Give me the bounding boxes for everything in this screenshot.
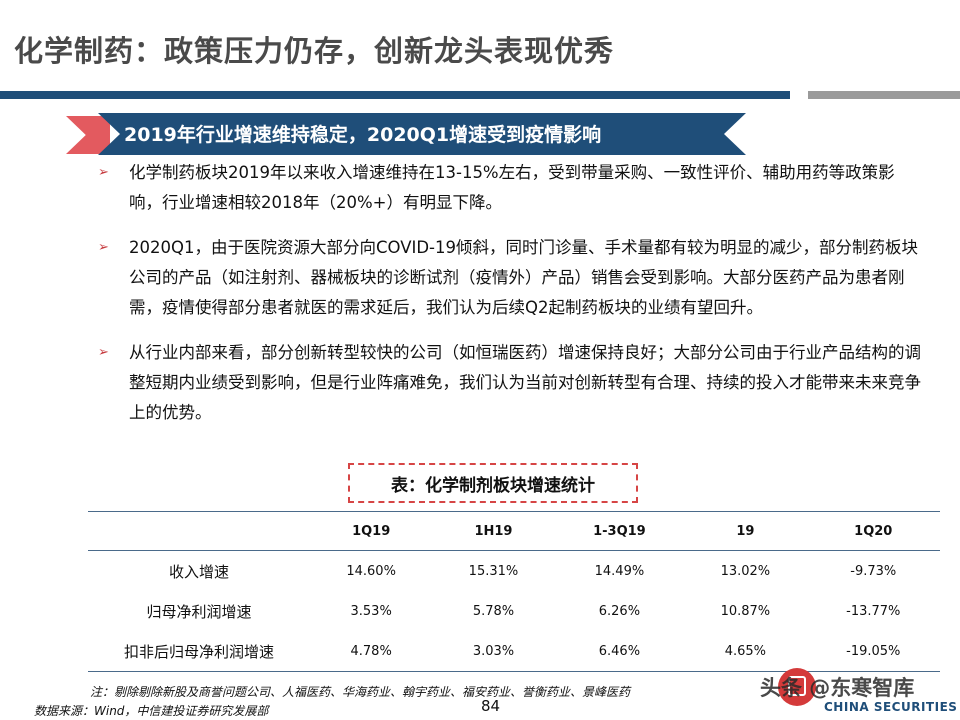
table-cell: 14.60% <box>346 563 396 579</box>
table-footnote: 注：剔除剔除新股及商誉问题公司、人福医药、华海药业、翰宇药业、福安药业、誉衡药业… <box>90 685 631 699</box>
table-caption: 表：化学制剂板块增速统计 <box>391 475 595 496</box>
table-cell: 3.53% <box>350 603 392 619</box>
growth-stats-table: 1Q19 1H19 1-3Q19 19 1Q20 收入增速 14.60% 15.… <box>88 511 940 672</box>
bullet-list: ➢ 化学制药板块2019年以来收入增速维持在13-15%左右，受到带量采购、一致… <box>96 158 926 443</box>
table-cell: 10.87% <box>720 603 771 619</box>
watermark-logo-mark-icon <box>788 676 806 696</box>
arrow-bullet-icon: ➢ <box>98 165 109 180</box>
bullet-text: 2020Q1，由于医院资源大部分向COVID-19倾斜，同时门诊量、手术量都有较… <box>129 238 919 317</box>
table-header-cell: 1-3Q19 <box>554 511 685 551</box>
bullet-item: ➢ 从行业内部来看，部分创新转型较快的公司（如恒瑞医药）增速保持良好；大部分公司… <box>96 338 926 428</box>
slide-title: 化学制药：政策压力仍存，创新龙头表现优秀 <box>14 34 615 68</box>
table-header-row: 1Q19 1H19 1-3Q19 19 1Q20 <box>88 511 940 551</box>
row-label: 收入增速 <box>168 562 229 581</box>
table-header-cell: 1Q20 <box>806 511 940 551</box>
table-cell: 3.03% <box>432 631 555 672</box>
title-underline-gray <box>808 91 960 99</box>
brand-name: CHINA SECURITIES <box>824 700 958 714</box>
table-cell: -9.73% <box>850 563 897 579</box>
section-banner <box>98 113 746 155</box>
table-cell: 4.65% <box>684 631 807 672</box>
table-cell: -19.05% <box>806 631 940 672</box>
table-header-cell: 19 <box>684 511 807 551</box>
table-cell: 6.46% <box>554 631 685 672</box>
table-caption-box: 表：化学制剂板块增速统计 <box>348 463 638 503</box>
table-row: 扣非后归母净利润增速 4.78% 3.03% 6.46% 4.65% -19.0… <box>88 631 940 672</box>
table-header-cell: 1H19 <box>432 511 555 551</box>
table-cell: 14.49% <box>594 563 645 579</box>
watermark-text: 头条 @东寒智库 <box>760 676 915 700</box>
row-label: 扣非后归母净利润增速 <box>88 631 310 672</box>
section-banner-tail <box>66 116 110 154</box>
arrow-bullet-icon: ➢ <box>98 240 109 255</box>
section-heading: 2019年行业增速维持稳定，2020Q1增速受到疫情影响 <box>124 124 602 146</box>
bullet-text: 化学制药板块2019年以来收入增速维持在13-15%左右，受到带量采购、一致性评… <box>129 163 895 212</box>
bullet-text: 从行业内部来看，部分创新转型较快的公司（如恒瑞医药）增速保持良好；大部分公司由于… <box>129 343 921 422</box>
table-row: 收入增速 14.60% 15.31% 14.49% 13.02% -9.73% <box>88 551 940 592</box>
table-cell: 5.78% <box>472 603 515 619</box>
page-number: 84 <box>481 697 501 715</box>
table-header-cell: 1Q19 <box>310 511 433 551</box>
bullet-item: ➢ 化学制药板块2019年以来收入增速维持在13-15%左右，受到带量采购、一致… <box>96 158 926 218</box>
table-cell: 4.78% <box>310 631 433 672</box>
table-cell: 13.02% <box>720 563 771 579</box>
bullet-item: ➢ 2020Q1，由于医院资源大部分向COVID-19倾斜，同时门诊量、手术量都… <box>96 233 926 323</box>
title-underline-blue <box>0 91 790 99</box>
table-cell: 15.31% <box>468 563 519 579</box>
table-cell: -13.77% <box>846 603 901 619</box>
row-label: 归母净利润增速 <box>146 602 252 621</box>
watermark-logo-icon <box>778 668 816 706</box>
arrow-bullet-icon: ➢ <box>98 345 109 360</box>
table-header-cell <box>88 511 310 551</box>
table-cell: 6.26% <box>598 603 641 619</box>
data-source: 数据来源：Wind，中信建投证券研究发展部 <box>34 704 269 718</box>
table-row: 归母净利润增速 3.53% 5.78% 6.26% 10.87% -13.77% <box>88 591 940 631</box>
